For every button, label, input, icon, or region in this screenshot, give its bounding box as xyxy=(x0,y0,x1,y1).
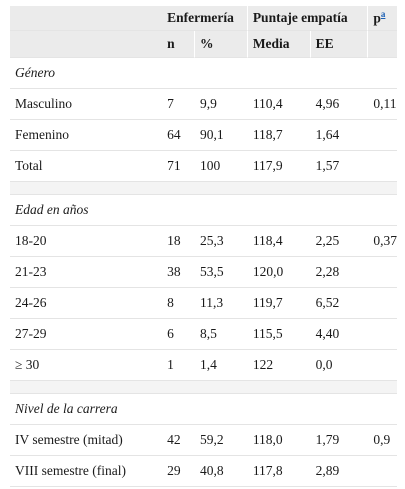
cell-percent: 100 xyxy=(195,151,248,182)
cell-percent: 9,9 xyxy=(195,89,248,120)
table-row: 24-26 8 11,3 119,7 6,52 xyxy=(10,288,397,319)
cell-mean: 115,5 xyxy=(247,319,311,350)
cell-se: 2,25 xyxy=(310,226,369,257)
table-row: 18-20 18 25,3 118,4 2,25 0,37 xyxy=(10,226,397,257)
table-row: IV semestre (mitad) 42 59,2 118,0 1,79 0,9 xyxy=(10,425,397,456)
table-row: Femenino 64 90,1 118,7 1,64 xyxy=(10,120,397,151)
p-label: p xyxy=(373,10,381,26)
cell-n: 7 xyxy=(162,89,196,120)
table-row: ≥ 30 1 1,4 122 0,0 xyxy=(10,350,397,381)
cell-percent: 8,5 xyxy=(195,319,248,350)
header-se: EE xyxy=(310,31,369,58)
cell-n: 71 xyxy=(162,151,196,182)
cell-mean: 118,0 xyxy=(247,425,311,456)
cell-p-value: 0,9 xyxy=(368,425,397,456)
cell-mean: 117,8 xyxy=(247,456,311,487)
row-label: 18-20 xyxy=(10,226,163,257)
cell-se: 4,96 xyxy=(310,89,369,120)
row-label: 24-26 xyxy=(10,288,163,319)
cell-p-value: 0,11 xyxy=(368,89,397,120)
footnote-a-link[interactable]: a xyxy=(380,9,386,20)
cell-mean: 120,0 xyxy=(247,257,311,288)
cell-p-value xyxy=(368,288,397,319)
cell-percent: 53,5 xyxy=(195,257,248,288)
header-row-columns: n % Media EE xyxy=(10,31,397,58)
cell-se: 0,0 xyxy=(310,350,369,381)
row-label: IV semestre (mitad) xyxy=(10,425,163,456)
cell-percent: 11,3 xyxy=(195,288,248,319)
cell-n: 42 xyxy=(162,425,196,456)
cell-se: 4,40 xyxy=(310,319,369,350)
cell-percent: 40,8 xyxy=(195,456,248,487)
row-label: 27-29 xyxy=(10,319,163,350)
cell-p-value: 0,37 xyxy=(368,226,397,257)
cell-n: 8 xyxy=(162,288,196,319)
cell-se: 2,89 xyxy=(310,456,369,487)
section-title-row: Nivel de la carrera xyxy=(10,394,397,425)
header-empathy-score: Puntaje empatía xyxy=(247,6,369,31)
table-row: VIII semestre (final) 29 40,8 117,8 2,89 xyxy=(10,456,397,487)
header-blank-cell xyxy=(10,6,163,31)
cell-p-value xyxy=(368,257,397,288)
section-title-row: Edad en años xyxy=(10,195,397,226)
header-nursing: Enfermería xyxy=(162,6,248,31)
cell-percent: 90,1 xyxy=(195,120,248,151)
row-label: ≥ 30 xyxy=(10,350,163,381)
cell-n: 1 xyxy=(162,350,196,381)
section-title: Edad en años xyxy=(10,195,397,226)
row-label: 21-23 xyxy=(10,257,163,288)
header-p-value: pa xyxy=(368,6,397,31)
cell-se: 1,57 xyxy=(310,151,369,182)
cell-p-value xyxy=(368,350,397,381)
table-row: 21-23 38 53,5 120,0 2,28 xyxy=(10,257,397,288)
table-row: Total 71 100 117,9 1,57 xyxy=(10,151,397,182)
section-spacer xyxy=(10,182,397,195)
cell-mean: 117,9 xyxy=(247,151,311,182)
cell-percent: 25,3 xyxy=(195,226,248,257)
header-row-groups: Enfermería Puntaje empatía pa xyxy=(10,6,397,31)
cell-se: 6,52 xyxy=(310,288,369,319)
row-label: Femenino xyxy=(10,120,163,151)
row-label: Masculino xyxy=(10,89,163,120)
cell-se: 1,64 xyxy=(310,120,369,151)
cell-mean: 118,4 xyxy=(247,226,311,257)
cell-mean: 122 xyxy=(247,350,311,381)
header-n: n xyxy=(162,31,196,58)
cell-p-value xyxy=(368,120,397,151)
table-row: Masculino 7 9,9 110,4 4,96 0,11 xyxy=(10,89,397,120)
cell-mean: 118,7 xyxy=(247,120,311,151)
section-title: Género xyxy=(10,58,397,89)
cell-se: 1,79 xyxy=(310,425,369,456)
cell-mean: 110,4 xyxy=(247,89,311,120)
row-label: Total xyxy=(10,151,163,182)
cell-n: 18 xyxy=(162,226,196,257)
cell-percent: 1,4 xyxy=(195,350,248,381)
section-spacer xyxy=(10,381,397,394)
header-mean: Media xyxy=(247,31,311,58)
cell-p-value xyxy=(368,456,397,487)
header-percent: % xyxy=(195,31,248,58)
header-blank-cell xyxy=(10,31,163,58)
cell-n: 38 xyxy=(162,257,196,288)
table-row: 27-29 6 8,5 115,5 4,40 xyxy=(10,319,397,350)
section-title: Nivel de la carrera xyxy=(10,394,397,425)
cell-p-value xyxy=(368,151,397,182)
cell-se: 2,28 xyxy=(310,257,369,288)
cell-mean: 119,7 xyxy=(247,288,311,319)
cell-n: 64 xyxy=(162,120,196,151)
cell-percent: 59,2 xyxy=(195,425,248,456)
cell-p-value xyxy=(368,319,397,350)
section-title-row: Género xyxy=(10,58,397,89)
cell-n: 29 xyxy=(162,456,196,487)
row-label: VIII semestre (final) xyxy=(10,456,163,487)
header-p-blank xyxy=(368,31,397,58)
empathy-score-table: Enfermería Puntaje empatía pa n % Media … xyxy=(10,6,397,487)
cell-n: 6 xyxy=(162,319,196,350)
